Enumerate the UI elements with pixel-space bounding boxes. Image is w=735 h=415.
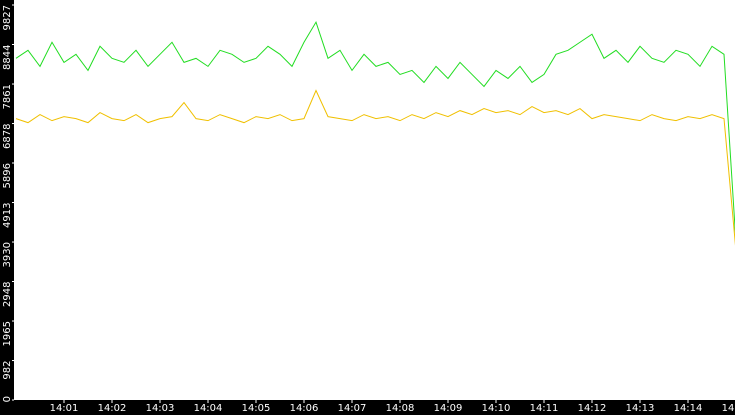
x-tick-label: 14:12 <box>578 403 607 414</box>
x-tick-label: 14:10 <box>482 403 511 414</box>
x-tick-label: 14:08 <box>386 403 415 414</box>
x-tick-label: 14:03 <box>146 403 175 414</box>
y-tick-label: 2948 <box>2 282 13 307</box>
x-tick-label: 14:11 <box>530 403 559 414</box>
x-tick-label: 14:06 <box>290 403 319 414</box>
series-line <box>15 20 735 236</box>
x-tick-label: 14:04 <box>194 403 223 414</box>
x-tick-label: 14:01 <box>50 403 79 414</box>
y-tick-label: 5896 <box>2 163 13 188</box>
y-tick-label: 8844 <box>2 45 13 70</box>
y-tick-label: 982 <box>2 361 13 380</box>
series-line <box>15 89 735 246</box>
x-tick-label: 14:15 <box>722 403 735 414</box>
x-tick-label: 14:05 <box>242 403 271 414</box>
y-axis-bar <box>0 0 14 415</box>
x-tick-label: 14:14 <box>674 403 703 414</box>
y-tick-label: 0 <box>2 396 13 402</box>
y-tick-label: 9827 <box>2 5 13 30</box>
y-tick-label: 3930 <box>2 242 13 267</box>
x-tick-label: 14:09 <box>434 403 463 414</box>
y-tick-label: 4913 <box>2 203 13 228</box>
x-axis-bar <box>0 400 735 415</box>
x-tick-label: 14:07 <box>338 403 367 414</box>
x-tick-label: 14:02 <box>98 403 127 414</box>
x-tick-label: 14:13 <box>626 403 655 414</box>
y-tick-label: 7861 <box>2 84 13 109</box>
y-tick-label: 6878 <box>2 124 13 149</box>
y-tick-label: 1965 <box>2 321 13 346</box>
